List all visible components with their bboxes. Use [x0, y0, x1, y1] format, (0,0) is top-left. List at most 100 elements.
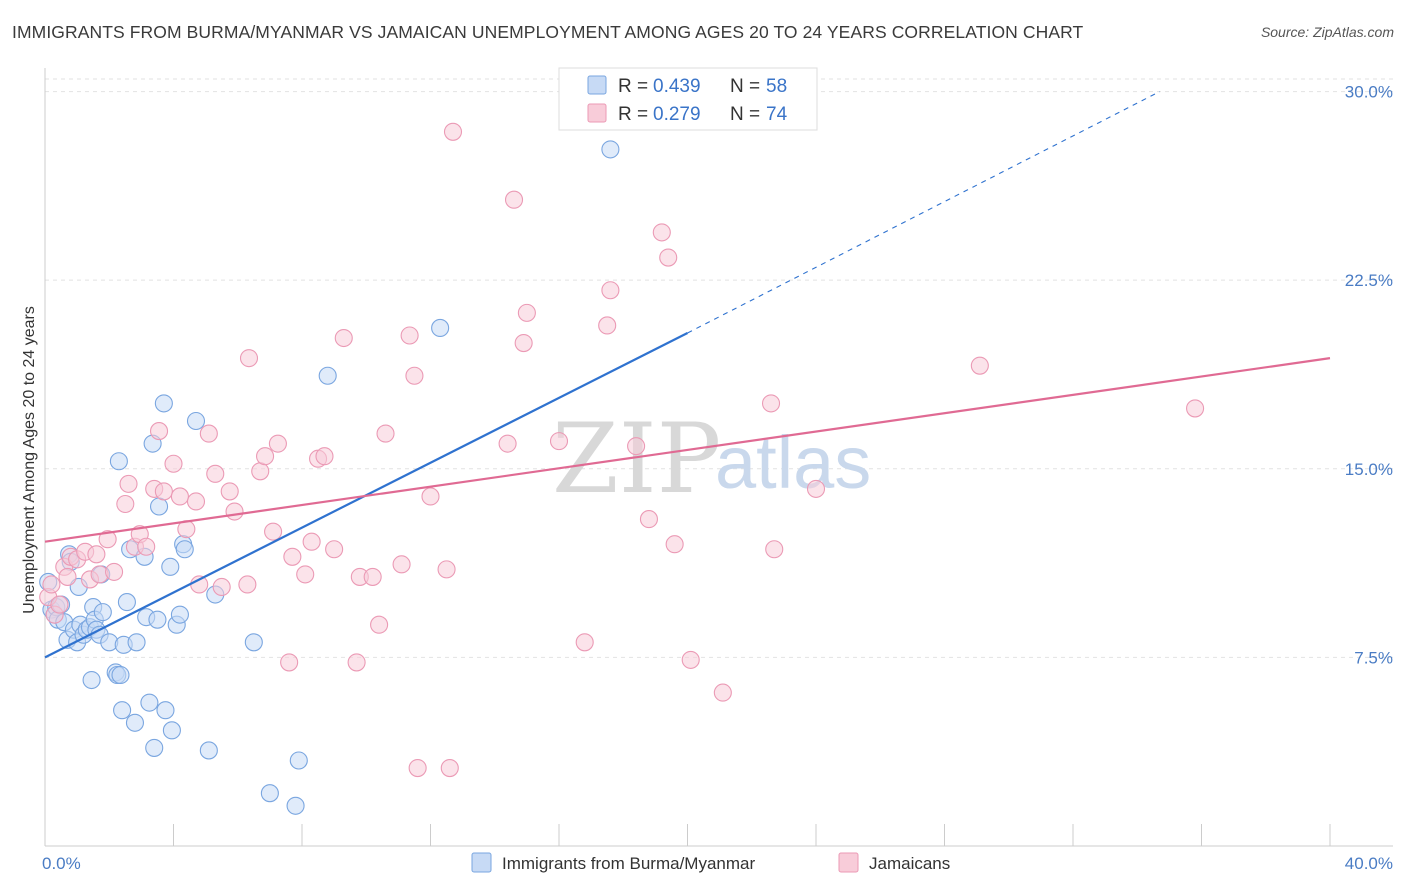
- data-point: [93, 603, 112, 622]
- data-point: [347, 653, 366, 672]
- data-point: [363, 567, 382, 586]
- data-point: [206, 464, 225, 483]
- trend-lines: [44, 91, 1331, 659]
- data-point: [598, 316, 617, 335]
- y-tick-label: 15.0%: [1345, 460, 1393, 479]
- data-point: [681, 650, 700, 669]
- data-point: [280, 653, 299, 672]
- data-point: [652, 223, 671, 242]
- watermark-zip: ZIP: [552, 403, 721, 515]
- chart-title: IMMIGRANTS FROM BURMA/MYANMAR VS JAMAICA…: [12, 22, 1084, 42]
- data-point: [514, 333, 533, 353]
- watermark-atlas: atlas: [715, 421, 871, 504]
- data-point: [1186, 399, 1205, 418]
- data-point: [244, 633, 263, 652]
- data-point: [392, 555, 411, 574]
- data-point: [431, 318, 450, 338]
- data-point: [549, 432, 569, 451]
- data-point: [713, 683, 732, 702]
- data-point: [148, 610, 167, 629]
- data-point: [296, 565, 315, 584]
- data-point: [517, 303, 536, 322]
- data-points: [39, 122, 1205, 815]
- data-point: [239, 349, 259, 368]
- data-point: [111, 665, 130, 685]
- data-point: [334, 328, 353, 348]
- y-tick-label: 30.0%: [1345, 83, 1393, 102]
- data-point: [627, 437, 646, 456]
- data-point: [220, 482, 239, 501]
- data-point: [170, 605, 189, 624]
- data-point: [149, 422, 169, 441]
- legend-r-label: R =: [618, 104, 648, 125]
- data-point: [437, 560, 456, 579]
- data-point: [601, 140, 620, 159]
- y-axis-label: Unemployment Among Ages 20 to 24 years: [21, 306, 38, 614]
- axes: [44, 68, 1393, 847]
- legend-swatch: [587, 103, 607, 123]
- y-tick-label: 22.5%: [1345, 271, 1393, 290]
- data-point: [145, 738, 164, 757]
- data-point: [42, 575, 61, 594]
- data-point: [113, 701, 132, 720]
- trend-line: [44, 357, 1331, 543]
- data-point: [765, 540, 784, 559]
- legend-swatch: [587, 75, 607, 95]
- data-point: [601, 281, 620, 300]
- data-point: [137, 537, 156, 556]
- data-point: [175, 540, 194, 559]
- data-point: [761, 394, 781, 413]
- legend-n-label: N =: [730, 76, 760, 97]
- data-point: [50, 595, 69, 614]
- data-point: [149, 497, 169, 516]
- data-point: [376, 424, 395, 443]
- data-point: [212, 577, 231, 597]
- data-point: [109, 452, 128, 471]
- data-point: [408, 758, 427, 778]
- grid-lines: [45, 78, 1393, 658]
- data-point: [256, 447, 275, 466]
- data-point: [164, 454, 183, 473]
- trend-line-extension: [687, 91, 1160, 334]
- data-point: [170, 487, 189, 506]
- legend: R = 0.439 N = 58 R = 0.279 N = 74: [558, 67, 818, 131]
- data-point: [659, 248, 678, 267]
- data-point: [806, 479, 826, 498]
- data-point: [119, 474, 138, 493]
- data-point: [162, 721, 181, 740]
- bottom-legend-swatch: [838, 852, 859, 873]
- data-point: [504, 190, 524, 209]
- x-tick-label: 0.0%: [42, 854, 81, 873]
- bottom-legend-label: Immigrants from Burma/Myanmar: [502, 854, 755, 873]
- data-point: [140, 693, 159, 712]
- legend-r-value: 0.439: [653, 76, 701, 97]
- legend-n-label: N =: [730, 104, 760, 125]
- data-point: [199, 424, 218, 443]
- data-point: [186, 411, 206, 431]
- data-point: [87, 545, 106, 564]
- data-point: [225, 502, 244, 521]
- data-point: [105, 562, 124, 581]
- data-point: [125, 713, 144, 732]
- data-point: [325, 540, 344, 559]
- data-point: [575, 633, 594, 652]
- legend-r-value: 0.279: [653, 104, 701, 125]
- data-point: [264, 522, 283, 541]
- data-point: [98, 530, 117, 549]
- data-point: [286, 796, 305, 815]
- data-point: [116, 494, 135, 514]
- data-point: [289, 751, 308, 770]
- data-point: [440, 758, 459, 778]
- data-point: [283, 547, 302, 566]
- legend-n-value: 74: [766, 104, 788, 125]
- data-point: [156, 701, 175, 720]
- data-point: [498, 434, 517, 453]
- data-point: [639, 510, 659, 529]
- bottom-legend-swatch: [471, 852, 492, 873]
- data-point: [117, 593, 136, 612]
- legend-n-value: 58: [766, 76, 787, 97]
- tick-labels: 7.5% 15.0% 22.5% 30.0% 0.0% 40.0%: [42, 83, 1393, 873]
- data-point: [302, 532, 321, 551]
- watermark: ZIP atlas: [552, 403, 871, 515]
